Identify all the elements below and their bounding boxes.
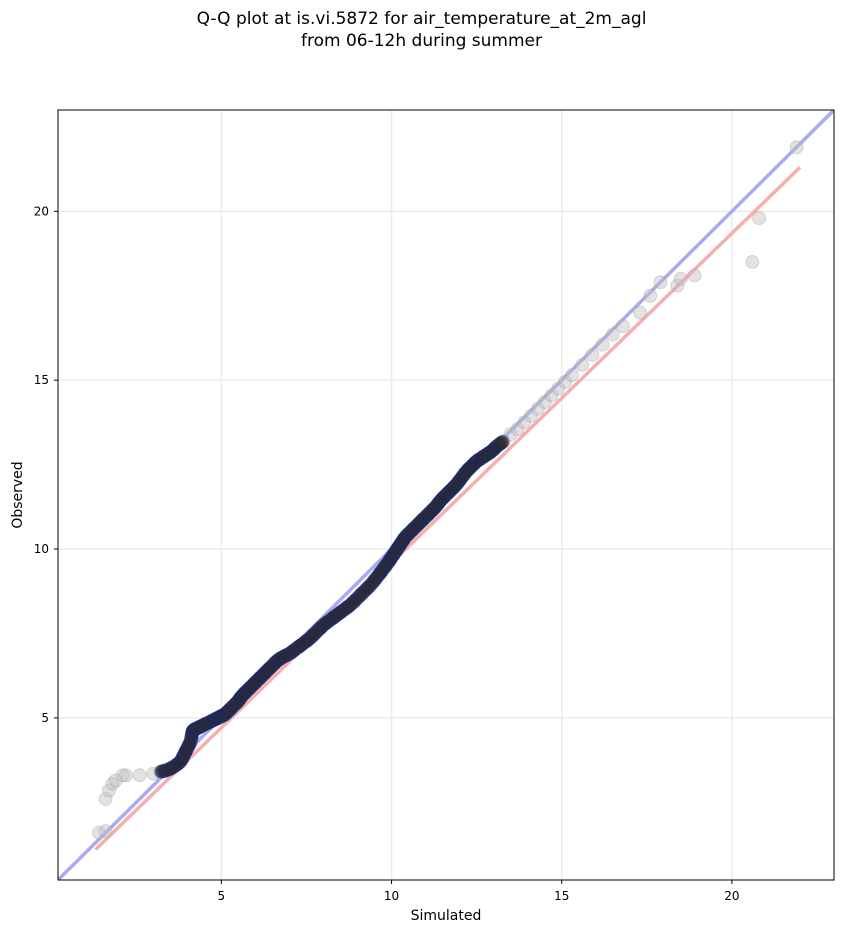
scatter-point xyxy=(537,395,552,410)
scatter-point xyxy=(115,768,130,783)
scatter-point xyxy=(91,825,106,840)
scatter-point xyxy=(564,368,579,383)
scatter-point xyxy=(551,381,566,396)
scatter-point xyxy=(575,357,590,372)
scatter-point xyxy=(524,408,539,423)
scatter-point xyxy=(558,374,573,389)
grid-lines xyxy=(58,110,834,880)
scatter-point xyxy=(544,388,559,403)
scatter-point-dense xyxy=(495,434,510,449)
scatter-point xyxy=(745,254,760,269)
scatter-point xyxy=(605,327,620,342)
y-tick-label-0: 5 xyxy=(41,711,49,725)
y-tick-label-2: 15 xyxy=(34,373,49,387)
y-tick-label-3: 20 xyxy=(34,204,49,218)
scatter-point xyxy=(108,773,123,788)
scatter-point xyxy=(595,337,610,352)
scatter-point xyxy=(585,347,600,362)
scatter-point xyxy=(687,268,702,283)
x-tick-label-1: 10 xyxy=(384,889,399,903)
fit-line xyxy=(94,166,802,851)
scatter-point xyxy=(752,211,767,226)
x-tick-label-3: 20 xyxy=(724,889,739,903)
y-axis-label: Observed xyxy=(10,461,26,528)
scatter-point xyxy=(653,275,668,290)
axis-ticks: 5 10 15 20 5 10 15 20 xyxy=(34,204,740,903)
scatter-point xyxy=(673,271,688,286)
scatter-point xyxy=(510,422,525,437)
scatter-point xyxy=(517,415,532,430)
plot-frame xyxy=(57,109,835,881)
x-tick-label-0: 5 xyxy=(218,889,226,903)
chart-title-line-1: Q-Q plot at is.vi.5872 for air_temperatu… xyxy=(196,9,647,29)
scatter-point xyxy=(633,305,647,320)
chart-title-line-2: from 06-12h during summer xyxy=(301,31,542,51)
scatter-point xyxy=(789,140,804,155)
scatter-points xyxy=(91,140,804,840)
scatter-point xyxy=(670,278,685,293)
scatter-point xyxy=(119,768,134,783)
scatter-point xyxy=(105,776,120,791)
x-axis-label: Simulated xyxy=(411,908,482,924)
scatter-point xyxy=(102,783,117,798)
scatter-point xyxy=(615,319,630,334)
scatter-point xyxy=(98,791,113,806)
scatter-point xyxy=(98,824,113,839)
scatter-point xyxy=(643,288,658,303)
scatter-point xyxy=(132,768,147,783)
x-tick-label-2: 15 xyxy=(554,889,569,903)
y-tick-label-1: 10 xyxy=(34,542,49,556)
scatter-point xyxy=(530,401,545,416)
